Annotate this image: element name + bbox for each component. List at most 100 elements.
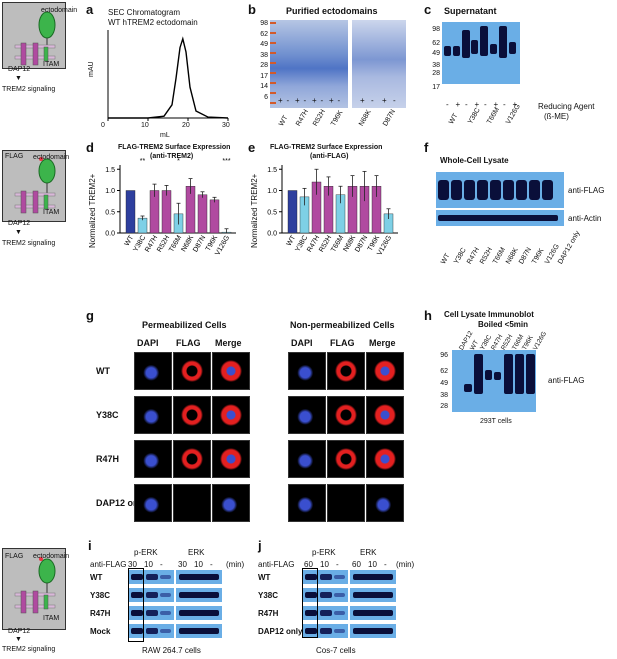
- panel-a-xtick: 0: [101, 122, 105, 129]
- lane-label: T96K: [531, 247, 546, 266]
- reducing-sign: +: [312, 96, 317, 105]
- time-i: -: [160, 560, 163, 569]
- micrograph-tile: [134, 440, 172, 478]
- ladder-mark: 14: [260, 83, 268, 90]
- reducing-sign: +: [278, 96, 283, 105]
- lane-label: Y38C: [467, 106, 482, 126]
- ladder-mark: 28: [260, 62, 268, 69]
- reducing-label-2: (ß-ME): [544, 112, 569, 121]
- panel-e-title-2: (anti-FLAG): [310, 153, 349, 160]
- dap12-label: DAP12: [8, 220, 31, 227]
- micrograph-tile: [327, 440, 365, 478]
- reducing-sign: +: [455, 100, 461, 109]
- reducing-sign: +: [512, 100, 518, 109]
- gel-b-ladder: [270, 22, 276, 104]
- reducing-sign: +: [474, 100, 480, 109]
- reducing-sign: -: [465, 100, 468, 109]
- panel-i-letter: i: [88, 538, 92, 553]
- time-i: 10: [144, 560, 153, 569]
- reducing-sign: -: [337, 96, 341, 105]
- blot-f-actin: [436, 210, 564, 226]
- panel-a-xtick: 20: [182, 122, 190, 129]
- ladder-mark: 98: [260, 20, 268, 27]
- ectodomain-label: ectodomain: [41, 7, 78, 14]
- ladder-mark: 62: [432, 40, 440, 47]
- lane-label: T66M: [486, 106, 502, 126]
- lane-label: Y38C: [453, 246, 468, 266]
- time-j: 10: [368, 560, 377, 569]
- panel-d-ylabel: Normalized TREM2+: [88, 173, 97, 248]
- anti-actin-label: anti-Actin: [568, 214, 602, 223]
- perm-title: Permeabilized Cells: [142, 320, 227, 330]
- reducing-sign: -: [286, 96, 290, 105]
- time-j: -: [384, 560, 387, 569]
- category-label: D87N: [354, 235, 369, 254]
- time-j: 60: [304, 560, 313, 569]
- micrograph-tile: [366, 396, 404, 434]
- blot-strip-perk: [128, 624, 174, 638]
- micrograph-tile: [173, 440, 211, 478]
- panel-d-title-1: FLAG-TREM2 Surface Expression: [118, 144, 231, 151]
- bar: [137, 217, 148, 234]
- blot-strip-perk: [128, 570, 174, 584]
- panel-a-title-2: WT hTREM2 ectodomain: [108, 18, 198, 27]
- time-j: 60: [352, 560, 361, 569]
- receptor-diagram: [14, 11, 56, 66]
- micrograph-tile: [212, 440, 250, 478]
- arrow-icon: ▼: [15, 636, 22, 643]
- ectodomain-label: ectodomain: [33, 154, 70, 161]
- panel-g-letter: g: [86, 308, 94, 323]
- row-label: WT: [96, 366, 110, 376]
- gel-b-main: [270, 20, 348, 108]
- blot-h: [452, 350, 536, 412]
- itam-label: ITAM: [43, 209, 60, 216]
- micrograph-tile: [288, 484, 326, 522]
- panel-e-letter: e: [248, 140, 256, 155]
- unit-i: (min): [226, 560, 245, 569]
- panel-a-xtick: 10: [141, 122, 149, 129]
- panel-b-letter: b: [248, 2, 256, 17]
- blot-strip-erk: [350, 588, 396, 602]
- signaling-label: TREM2 signaling: [2, 86, 56, 93]
- panel-d-title-2: (anti-TREM2): [150, 153, 194, 160]
- reducing-sign: +: [360, 96, 365, 105]
- time-i: 30: [128, 560, 137, 569]
- flag-label: FLAG: [5, 553, 24, 560]
- blot-strip-erk: [350, 606, 396, 620]
- ladder-mark: 17: [432, 84, 440, 91]
- blot-strip-perk: [128, 588, 174, 602]
- column-header: Merge: [369, 338, 396, 348]
- row-label: Y38C: [90, 591, 111, 600]
- gel-b-side: [352, 20, 406, 108]
- receptor-flag-diagram: [14, 157, 56, 214]
- reducing-label: Reducing Agent: [538, 102, 595, 111]
- panel-a-xlabel: mL: [160, 132, 170, 139]
- micrograph-tile: [173, 352, 211, 390]
- cells-label-j: Cos-7 cells: [316, 646, 356, 655]
- y-tick-label: 1.5: [105, 167, 115, 174]
- micrograph-tile: [173, 396, 211, 434]
- blot-strip-erk: [350, 570, 396, 584]
- row-label: Y38C: [258, 591, 279, 600]
- micrograph-tile: [288, 352, 326, 390]
- micrograph-tile: [366, 484, 404, 522]
- lane-label: D87N: [382, 108, 398, 128]
- bar: [161, 190, 172, 234]
- blot-strip-perk: [302, 588, 348, 602]
- panel-j-letter: j: [258, 538, 262, 553]
- column-header: DAPI: [137, 338, 159, 348]
- highlight-box-j: [302, 568, 318, 638]
- reducing-sign: -: [320, 96, 324, 105]
- ladder-mark: 17: [260, 72, 268, 80]
- y-tick-label: 0.0: [267, 231, 277, 238]
- reducing-sign: -: [303, 96, 307, 105]
- ladder-mark: 98: [432, 26, 440, 33]
- blot-strip-erk: [176, 588, 222, 602]
- unit-j: (min): [396, 560, 415, 569]
- lane-label: R47H: [466, 246, 482, 266]
- micrograph-tile: [327, 396, 365, 434]
- time-j: -: [336, 560, 339, 569]
- micrograph-tile: [366, 352, 404, 390]
- reducing-sign: +: [329, 96, 334, 105]
- micrograph-tile: [212, 484, 250, 522]
